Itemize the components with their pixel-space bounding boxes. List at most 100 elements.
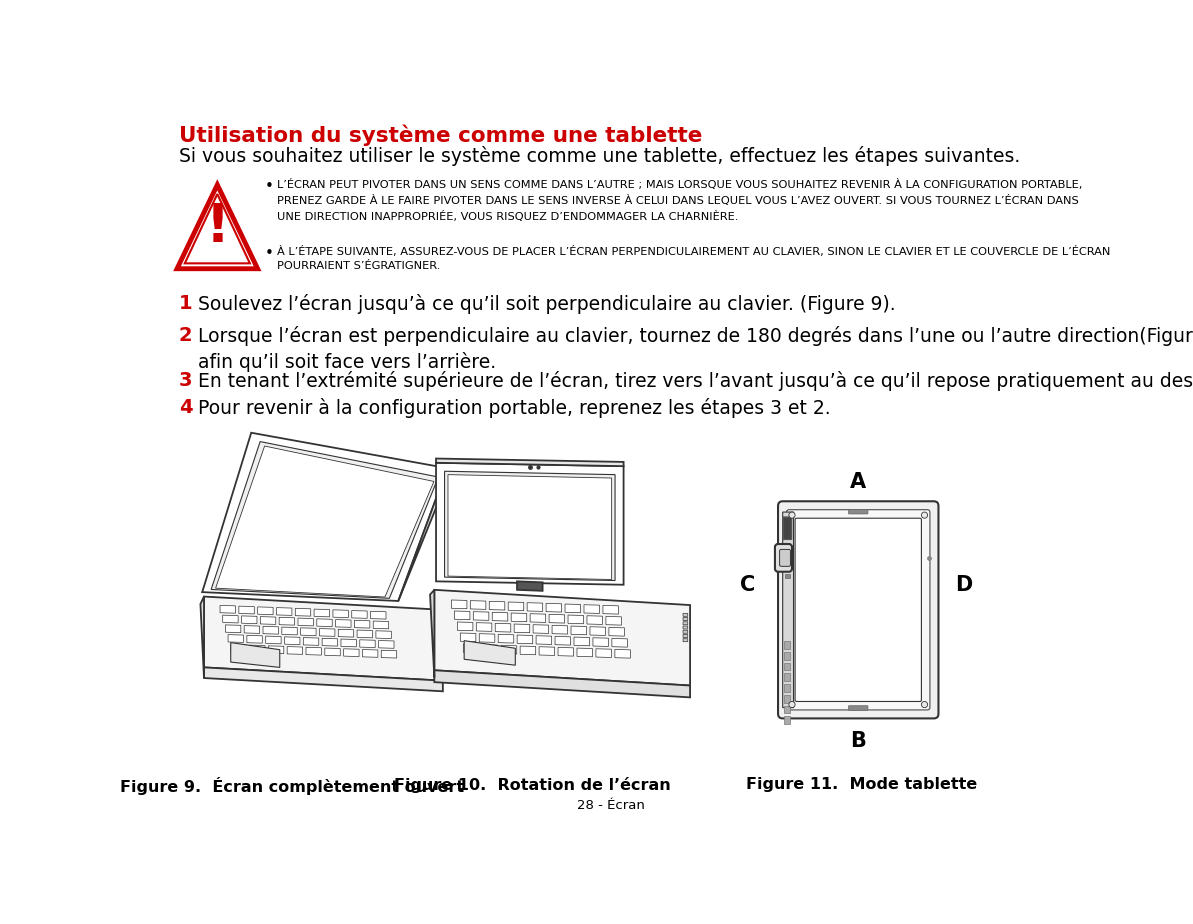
Polygon shape: [558, 648, 574, 656]
Polygon shape: [474, 612, 489, 620]
Polygon shape: [204, 597, 443, 681]
Polygon shape: [335, 620, 351, 627]
Polygon shape: [376, 631, 391, 638]
Bar: [784, 716, 791, 724]
FancyBboxPatch shape: [783, 512, 793, 708]
Circle shape: [921, 512, 928, 518]
FancyBboxPatch shape: [783, 517, 792, 540]
Polygon shape: [530, 614, 545, 623]
Polygon shape: [228, 635, 243, 642]
Polygon shape: [508, 602, 524, 611]
Polygon shape: [493, 613, 508, 621]
Bar: [784, 684, 791, 692]
Polygon shape: [341, 639, 357, 647]
Polygon shape: [262, 626, 278, 634]
FancyBboxPatch shape: [684, 626, 687, 629]
FancyBboxPatch shape: [779, 550, 791, 566]
Polygon shape: [552, 626, 568, 634]
Polygon shape: [230, 642, 279, 667]
Polygon shape: [371, 612, 387, 619]
Polygon shape: [455, 611, 470, 620]
Bar: [785, 548, 790, 553]
Polygon shape: [354, 620, 370, 628]
Polygon shape: [435, 458, 624, 466]
Polygon shape: [296, 608, 310, 616]
Polygon shape: [549, 614, 564, 623]
Polygon shape: [266, 636, 282, 644]
Polygon shape: [324, 648, 340, 656]
Text: •: •: [265, 246, 273, 261]
FancyBboxPatch shape: [684, 617, 687, 621]
Text: Si vous souhaitez utiliser le système comme une tablette, effectuez les étapes s: Si vous souhaitez utiliser le système co…: [179, 146, 1020, 166]
Polygon shape: [574, 637, 589, 646]
Text: 1: 1: [179, 294, 192, 313]
Polygon shape: [204, 667, 443, 691]
Text: 28 - Écran: 28 - Écran: [577, 798, 645, 811]
Polygon shape: [571, 626, 587, 635]
Text: Soulevez l’écran jusqu’à ce qu’il soit perpendiculaire au clavier. (Figure 9).: Soulevez l’écran jusqu’à ce qu’il soit p…: [198, 294, 896, 314]
Text: 2: 2: [179, 326, 192, 346]
Polygon shape: [593, 638, 608, 647]
Polygon shape: [602, 605, 618, 614]
Bar: [784, 695, 791, 702]
Polygon shape: [202, 432, 447, 601]
Polygon shape: [305, 648, 321, 655]
Circle shape: [921, 701, 928, 708]
Text: En tenant l’extrémité supérieure de l’écran, tirez vers l’avant jusqu’à ce qu’il: En tenant l’extrémité supérieure de l’éc…: [198, 371, 1193, 391]
Text: A: A: [851, 472, 866, 492]
FancyBboxPatch shape: [684, 614, 687, 616]
Polygon shape: [317, 619, 332, 626]
Polygon shape: [533, 625, 549, 633]
Bar: [784, 706, 791, 713]
Polygon shape: [373, 621, 389, 629]
Polygon shape: [511, 613, 527, 622]
Polygon shape: [320, 628, 335, 637]
FancyBboxPatch shape: [795, 518, 921, 701]
Polygon shape: [614, 650, 630, 658]
Polygon shape: [223, 615, 239, 623]
FancyBboxPatch shape: [684, 638, 687, 641]
Polygon shape: [429, 590, 434, 677]
Polygon shape: [596, 649, 612, 658]
Polygon shape: [258, 607, 273, 614]
Polygon shape: [577, 648, 593, 657]
Polygon shape: [322, 638, 338, 646]
Polygon shape: [460, 633, 476, 641]
Polygon shape: [277, 608, 292, 615]
Polygon shape: [539, 647, 555, 655]
Text: Lorsque l’écran est perpendiculaire au clavier, tournez de 180 degrés dans l’une: Lorsque l’écran est perpendiculaire au c…: [198, 326, 1193, 372]
FancyBboxPatch shape: [684, 622, 687, 625]
Polygon shape: [434, 670, 690, 698]
Polygon shape: [398, 468, 450, 601]
Text: À L’ÉTAPE SUIVANTE, ASSUREZ-VOUS DE PLACER L’ÉCRAN PERPENDICULAIREMENT AU CLAVIE: À L’ÉTAPE SUIVANTE, ASSUREZ-VOUS DE PLAC…: [277, 246, 1111, 272]
FancyBboxPatch shape: [786, 510, 929, 710]
Polygon shape: [298, 618, 314, 626]
Polygon shape: [185, 194, 249, 263]
Polygon shape: [247, 636, 262, 643]
Polygon shape: [363, 650, 378, 657]
Polygon shape: [434, 590, 690, 686]
Polygon shape: [445, 471, 616, 580]
FancyBboxPatch shape: [848, 706, 869, 711]
Text: !: !: [205, 201, 229, 253]
Polygon shape: [339, 629, 353, 637]
Text: Figure 11.  Mode tablette: Figure 11. Mode tablette: [747, 777, 978, 792]
Text: Figure 9.  Écran complètement ouvert: Figure 9. Écran complètement ouvert: [120, 777, 464, 795]
Polygon shape: [568, 615, 583, 624]
Polygon shape: [536, 636, 551, 644]
Polygon shape: [303, 638, 319, 645]
Polygon shape: [220, 605, 235, 614]
Polygon shape: [352, 611, 367, 618]
Polygon shape: [239, 606, 254, 614]
Polygon shape: [200, 597, 204, 678]
Text: D: D: [954, 575, 972, 595]
Polygon shape: [463, 644, 478, 652]
Polygon shape: [555, 637, 570, 645]
Text: Figure 10.  Rotation de l’écran: Figure 10. Rotation de l’écran: [395, 777, 672, 793]
Polygon shape: [245, 626, 260, 633]
Text: Utilisation du système comme une tablette: Utilisation du système comme une tablett…: [179, 125, 701, 146]
Circle shape: [789, 701, 795, 708]
Polygon shape: [177, 185, 258, 269]
Polygon shape: [260, 616, 276, 625]
Polygon shape: [546, 603, 562, 612]
